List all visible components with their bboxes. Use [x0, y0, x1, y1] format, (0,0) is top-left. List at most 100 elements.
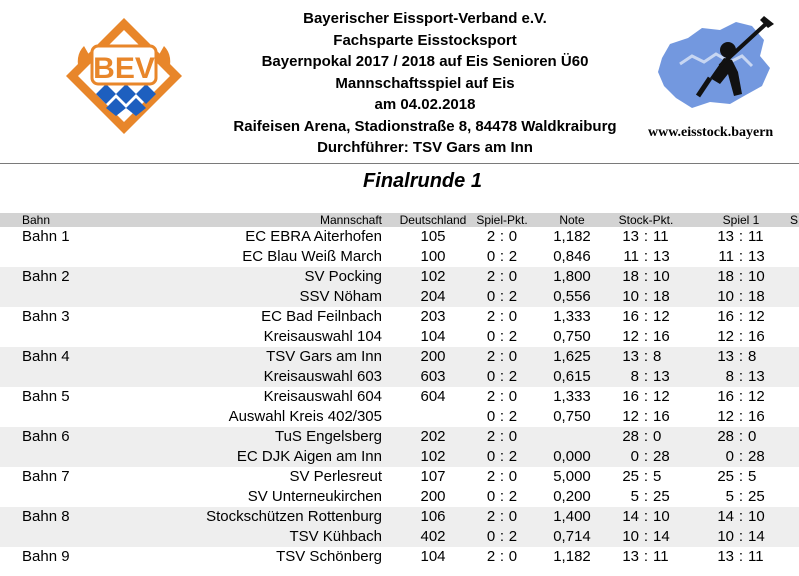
spiel1-cell: 14:10: [700, 507, 782, 527]
stock-pkt-cell-separator: :: [643, 508, 649, 525]
spiel-pkt-cell-right: 2: [508, 528, 518, 545]
team-cell: TSV Schönberg: [276, 548, 382, 565]
spiel-pkt-cell-right: 0: [508, 268, 518, 285]
team-cell: SV Pocking: [304, 268, 382, 285]
spiel1-cell: 13:11: [700, 227, 782, 247]
bahn-cell: Bahn 1: [22, 228, 70, 245]
spiel-pkt-cell-left: 2: [486, 348, 496, 365]
spiel-pkt-cell: 0:2: [472, 287, 532, 307]
spiel-pkt-cell-left: 0: [486, 368, 496, 385]
table-header: Bahn Mannschaft Deutschland Spiel-Pkt. N…: [0, 213, 799, 227]
bahn-cell: Bahn 2: [22, 268, 70, 285]
deutschland-cell: 603: [420, 368, 446, 385]
spiel1-cell-separator: :: [738, 368, 744, 385]
team-cell: TSV Kühbach: [289, 528, 382, 545]
stock-pkt-cell-left: 14: [622, 508, 639, 525]
spiel1-cell-separator: :: [738, 328, 744, 345]
spiel-pkt-cell: 2:0: [472, 347, 532, 367]
spiel-pkt-cell-separator: :: [499, 388, 505, 405]
spiel1-cell: 11:13: [700, 247, 782, 267]
stock-pkt-cell: 11:13: [608, 247, 684, 267]
spiel1-cell: 16:12: [700, 387, 782, 407]
spiel1-cell-left: 12: [717, 328, 734, 345]
note-cell: 0,200: [553, 488, 591, 505]
spiel1-cell-left: 13: [717, 348, 734, 365]
stock-pkt-cell-right: 16: [653, 408, 670, 425]
spiel-pkt-cell-right: 0: [508, 388, 518, 405]
spiel-pkt-cell-right: 0: [508, 548, 518, 565]
spiel1-cell-left: 28: [717, 428, 734, 445]
spiel1-cell-right: 12: [748, 388, 765, 405]
spiel-pkt-cell: 0:2: [472, 367, 532, 387]
spiel-pkt-cell-separator: :: [499, 448, 505, 465]
bev-logo-text: BEV: [93, 52, 155, 85]
spiel-pkt-cell-left: 0: [486, 408, 496, 425]
spiel1-cell-separator: :: [738, 268, 744, 285]
stock-pkt-cell-left: 28: [622, 428, 639, 445]
deutschland-cell: 203: [420, 308, 446, 325]
eisstock-logo: [640, 4, 799, 150]
stock-pkt-cell-right: 14: [653, 528, 670, 545]
deutschland-cell: 107: [420, 468, 446, 485]
stock-pkt-cell-right: 28: [653, 448, 670, 465]
bahn-cell: Bahn 5: [22, 388, 70, 405]
spiel-pkt-cell-separator: :: [499, 308, 505, 325]
table-row: Bahn 6 TuS Engelsberg 202 2:0 28:0 28:0: [0, 427, 799, 447]
spiel-pkt-cell-separator: :: [499, 508, 505, 525]
spiel1-cell-right: 16: [748, 328, 765, 345]
spiel1-cell-left: 16: [717, 308, 734, 325]
spiel-pkt-cell-left: 2: [486, 508, 496, 525]
spiel-pkt-cell-separator: :: [499, 528, 505, 545]
spiel1-cell-separator: :: [738, 488, 744, 505]
bahn-cell: Bahn 6: [22, 428, 70, 445]
spiel1-cell: 10:14: [700, 527, 782, 547]
spiel-pkt-cell-right: 0: [508, 308, 518, 325]
spiel1-cell-right: 13: [748, 248, 765, 265]
table-row: Bahn 5 Kreisauswahl 604 604 2:0 1,333 16:12 16…: [0, 387, 799, 407]
document-header: Bayerischer Eissport-Verband e.V. Fachsp…: [190, 8, 660, 159]
stock-pkt-cell-right: 0: [653, 428, 662, 445]
note-cell: 0,556: [553, 288, 591, 305]
team-cell: SV Unterneukirchen: [247, 488, 382, 505]
team-cell: EC DJK Aigen am Inn: [236, 448, 382, 465]
col-bahn-header: Bahn: [22, 213, 51, 227]
deutschland-cell: 102: [420, 448, 446, 465]
spiel1-cell-left: 25: [717, 468, 734, 485]
spiel-pkt-cell-separator: :: [499, 428, 505, 445]
spiel-pkt-cell-separator: :: [499, 548, 505, 565]
spiel-pkt-cell-left: 0: [486, 448, 496, 465]
spiel1-cell-right: 25: [748, 488, 765, 505]
spiel-pkt-cell-right: 0: [508, 228, 518, 245]
spiel-pkt-cell-left: 2: [486, 468, 496, 485]
spiel-pkt-cell: 0:2: [472, 487, 532, 507]
table-row: Bahn 3 EC Bad Feilnbach 203 2:0 1,333 16:12 16…: [0, 307, 799, 327]
stock-pkt-cell: 25:5: [608, 467, 684, 487]
table-row: Bahn 9 TSV Schönberg 104 2:0 1,182 13:11 13:11: [0, 547, 799, 567]
stock-pkt-cell-left: 0: [630, 448, 639, 465]
spiel-pkt-cell-left: 2: [486, 308, 496, 325]
header-line-6: Raifeisen Arena, Stadionstraße 8, 84478 …: [233, 117, 617, 135]
spiel1-cell-right: 0: [748, 428, 757, 445]
spiel1-cell: 28:0: [700, 427, 782, 447]
note-cell: 0,714: [553, 528, 591, 545]
table-row: SSV Nöham 204 0:2 0,556 10:18 10:18: [0, 287, 799, 307]
deutschland-cell: 102: [420, 268, 446, 285]
spiel-pkt-cell-left: 2: [486, 228, 496, 245]
spiel1-cell-right: 13: [748, 368, 765, 385]
spiel1-cell-separator: :: [738, 408, 744, 425]
col-deutschland-header: Deutschland: [399, 213, 467, 227]
spiel-pkt-cell-left: 2: [486, 548, 496, 565]
spiel-pkt-cell-left: 2: [486, 428, 496, 445]
stock-pkt-cell-left: 25: [622, 468, 639, 485]
spiel1-cell-right: 28: [748, 448, 765, 465]
stock-pkt-cell-left: 16: [622, 388, 639, 405]
stock-pkt-cell: 28:0: [608, 427, 684, 447]
spiel1-cell: 16:12: [700, 307, 782, 327]
spiel1-cell: 10:18: [700, 287, 782, 307]
spiel1-cell-left: 10: [717, 288, 734, 305]
stock-pkt-cell-separator: :: [643, 488, 649, 505]
team-cell: Stockschützen Rottenburg: [206, 508, 382, 525]
table-row: Bahn 2 SV Pocking 102 2:0 1,800 18:10 18:10: [0, 267, 799, 287]
header-line-7: Durchführer: TSV Gars am Inn: [317, 139, 533, 156]
stock-pkt-cell-right: 25: [653, 488, 670, 505]
